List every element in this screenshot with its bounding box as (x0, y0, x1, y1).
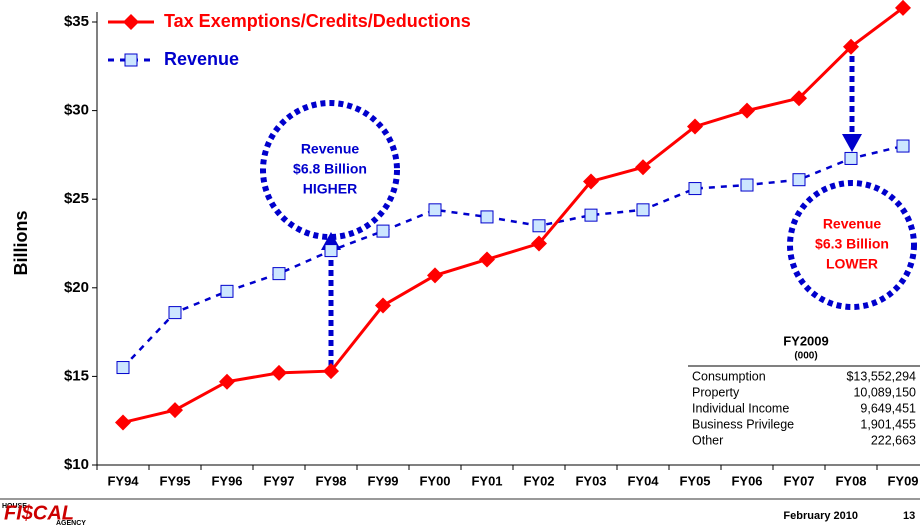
y-tick-label: $15 (64, 367, 89, 384)
page-number: 13 (903, 510, 915, 522)
x-tick-label: FY96 (211, 473, 242, 488)
x-tick-label: FY09 (887, 473, 918, 488)
logo-main: FI$CAL (4, 502, 74, 524)
x-tick-label: FY02 (523, 473, 554, 488)
series-marker (375, 297, 391, 314)
y-tick-label: $30 (64, 102, 89, 119)
arrow-head (842, 134, 862, 152)
series-marker (688, 182, 702, 196)
series-marker (220, 284, 234, 298)
legend-marker (124, 53, 138, 67)
series-marker (324, 244, 338, 258)
series-marker (271, 364, 287, 381)
series-marker (272, 267, 286, 281)
x-tick-label: FY07 (783, 473, 814, 488)
annotation-text: $6.3 Billion (815, 236, 889, 252)
y-tick-label: $20 (64, 279, 89, 296)
y-axis-label: Billions (11, 210, 31, 275)
table-label: Business Privilege (692, 417, 794, 431)
x-tick-label: FY94 (107, 473, 139, 488)
logo-bottom: AGENCY (56, 520, 86, 527)
x-tick-label: FY06 (731, 473, 762, 488)
x-tick-label: FY00 (419, 473, 450, 488)
callout-circle (260, 100, 400, 240)
series-marker (844, 151, 858, 165)
y-tick-label: $10 (64, 456, 89, 473)
series-marker (376, 224, 390, 238)
x-tick-label: FY99 (367, 473, 398, 488)
series-line (122, 144, 904, 369)
series-marker (584, 208, 598, 222)
series-marker (792, 173, 806, 187)
legend-marker (123, 14, 139, 30)
series-marker (895, 0, 911, 16)
series-marker (531, 235, 547, 252)
annotation-text: HIGHER (303, 181, 357, 197)
footer-date: February 2010 (783, 510, 858, 522)
table-value: 1,901,455 (860, 417, 916, 431)
series-marker (323, 363, 339, 380)
series-marker (739, 102, 755, 119)
x-tick-label: FY95 (159, 473, 190, 488)
series-marker (791, 90, 807, 107)
legend-label: Tax Exemptions/Credits/Deductions (164, 11, 471, 31)
series-marker (740, 178, 754, 192)
table-subtitle: (000) (794, 351, 817, 362)
x-tick-label: FY98 (315, 473, 346, 488)
series-marker (532, 219, 546, 233)
x-tick-label: FY04 (627, 473, 659, 488)
legend-label: Revenue (164, 49, 239, 69)
annotation-text: Revenue (823, 216, 882, 232)
series-line (122, 6, 904, 424)
table-value: 222,663 (871, 433, 916, 447)
table-label: Property (692, 385, 740, 399)
x-tick-label: FY03 (575, 473, 606, 488)
x-tick-label: FY97 (263, 473, 294, 488)
x-tick-label: FY05 (679, 473, 710, 488)
series-marker (168, 306, 182, 320)
series-marker (479, 251, 495, 268)
x-tick-label: FY01 (471, 473, 502, 488)
y-tick-label: $25 (64, 190, 89, 207)
series-marker (219, 373, 235, 390)
table-label: Consumption (692, 369, 766, 383)
series-marker (428, 203, 442, 217)
annotation-text: $6.8 Billion (293, 161, 367, 177)
table-title: FY2009 (783, 333, 829, 348)
table-value: $13,552,294 (846, 369, 916, 383)
logo-top: HOUSE (2, 503, 27, 510)
y-tick-label: $35 (64, 13, 89, 30)
series-marker (635, 159, 651, 176)
series-marker (636, 203, 650, 217)
table-value: 10,089,150 (853, 385, 916, 399)
series-marker (427, 267, 443, 284)
table-label: Other (692, 433, 723, 447)
series-marker (167, 402, 183, 419)
series-marker (116, 361, 130, 375)
annotation-text: Revenue (301, 141, 360, 157)
annotation-text: LOWER (826, 256, 878, 272)
series-marker (687, 118, 703, 135)
callout-circle (787, 180, 917, 310)
table-label: Individual Income (692, 401, 789, 415)
series-marker (843, 38, 859, 55)
table-value: 9,649,451 (860, 401, 916, 415)
series-marker (896, 139, 910, 153)
footer-rule (0, 498, 920, 500)
x-tick-label: FY08 (835, 473, 866, 488)
series-marker (480, 210, 494, 224)
series-marker (583, 173, 599, 190)
series-marker (115, 414, 131, 431)
